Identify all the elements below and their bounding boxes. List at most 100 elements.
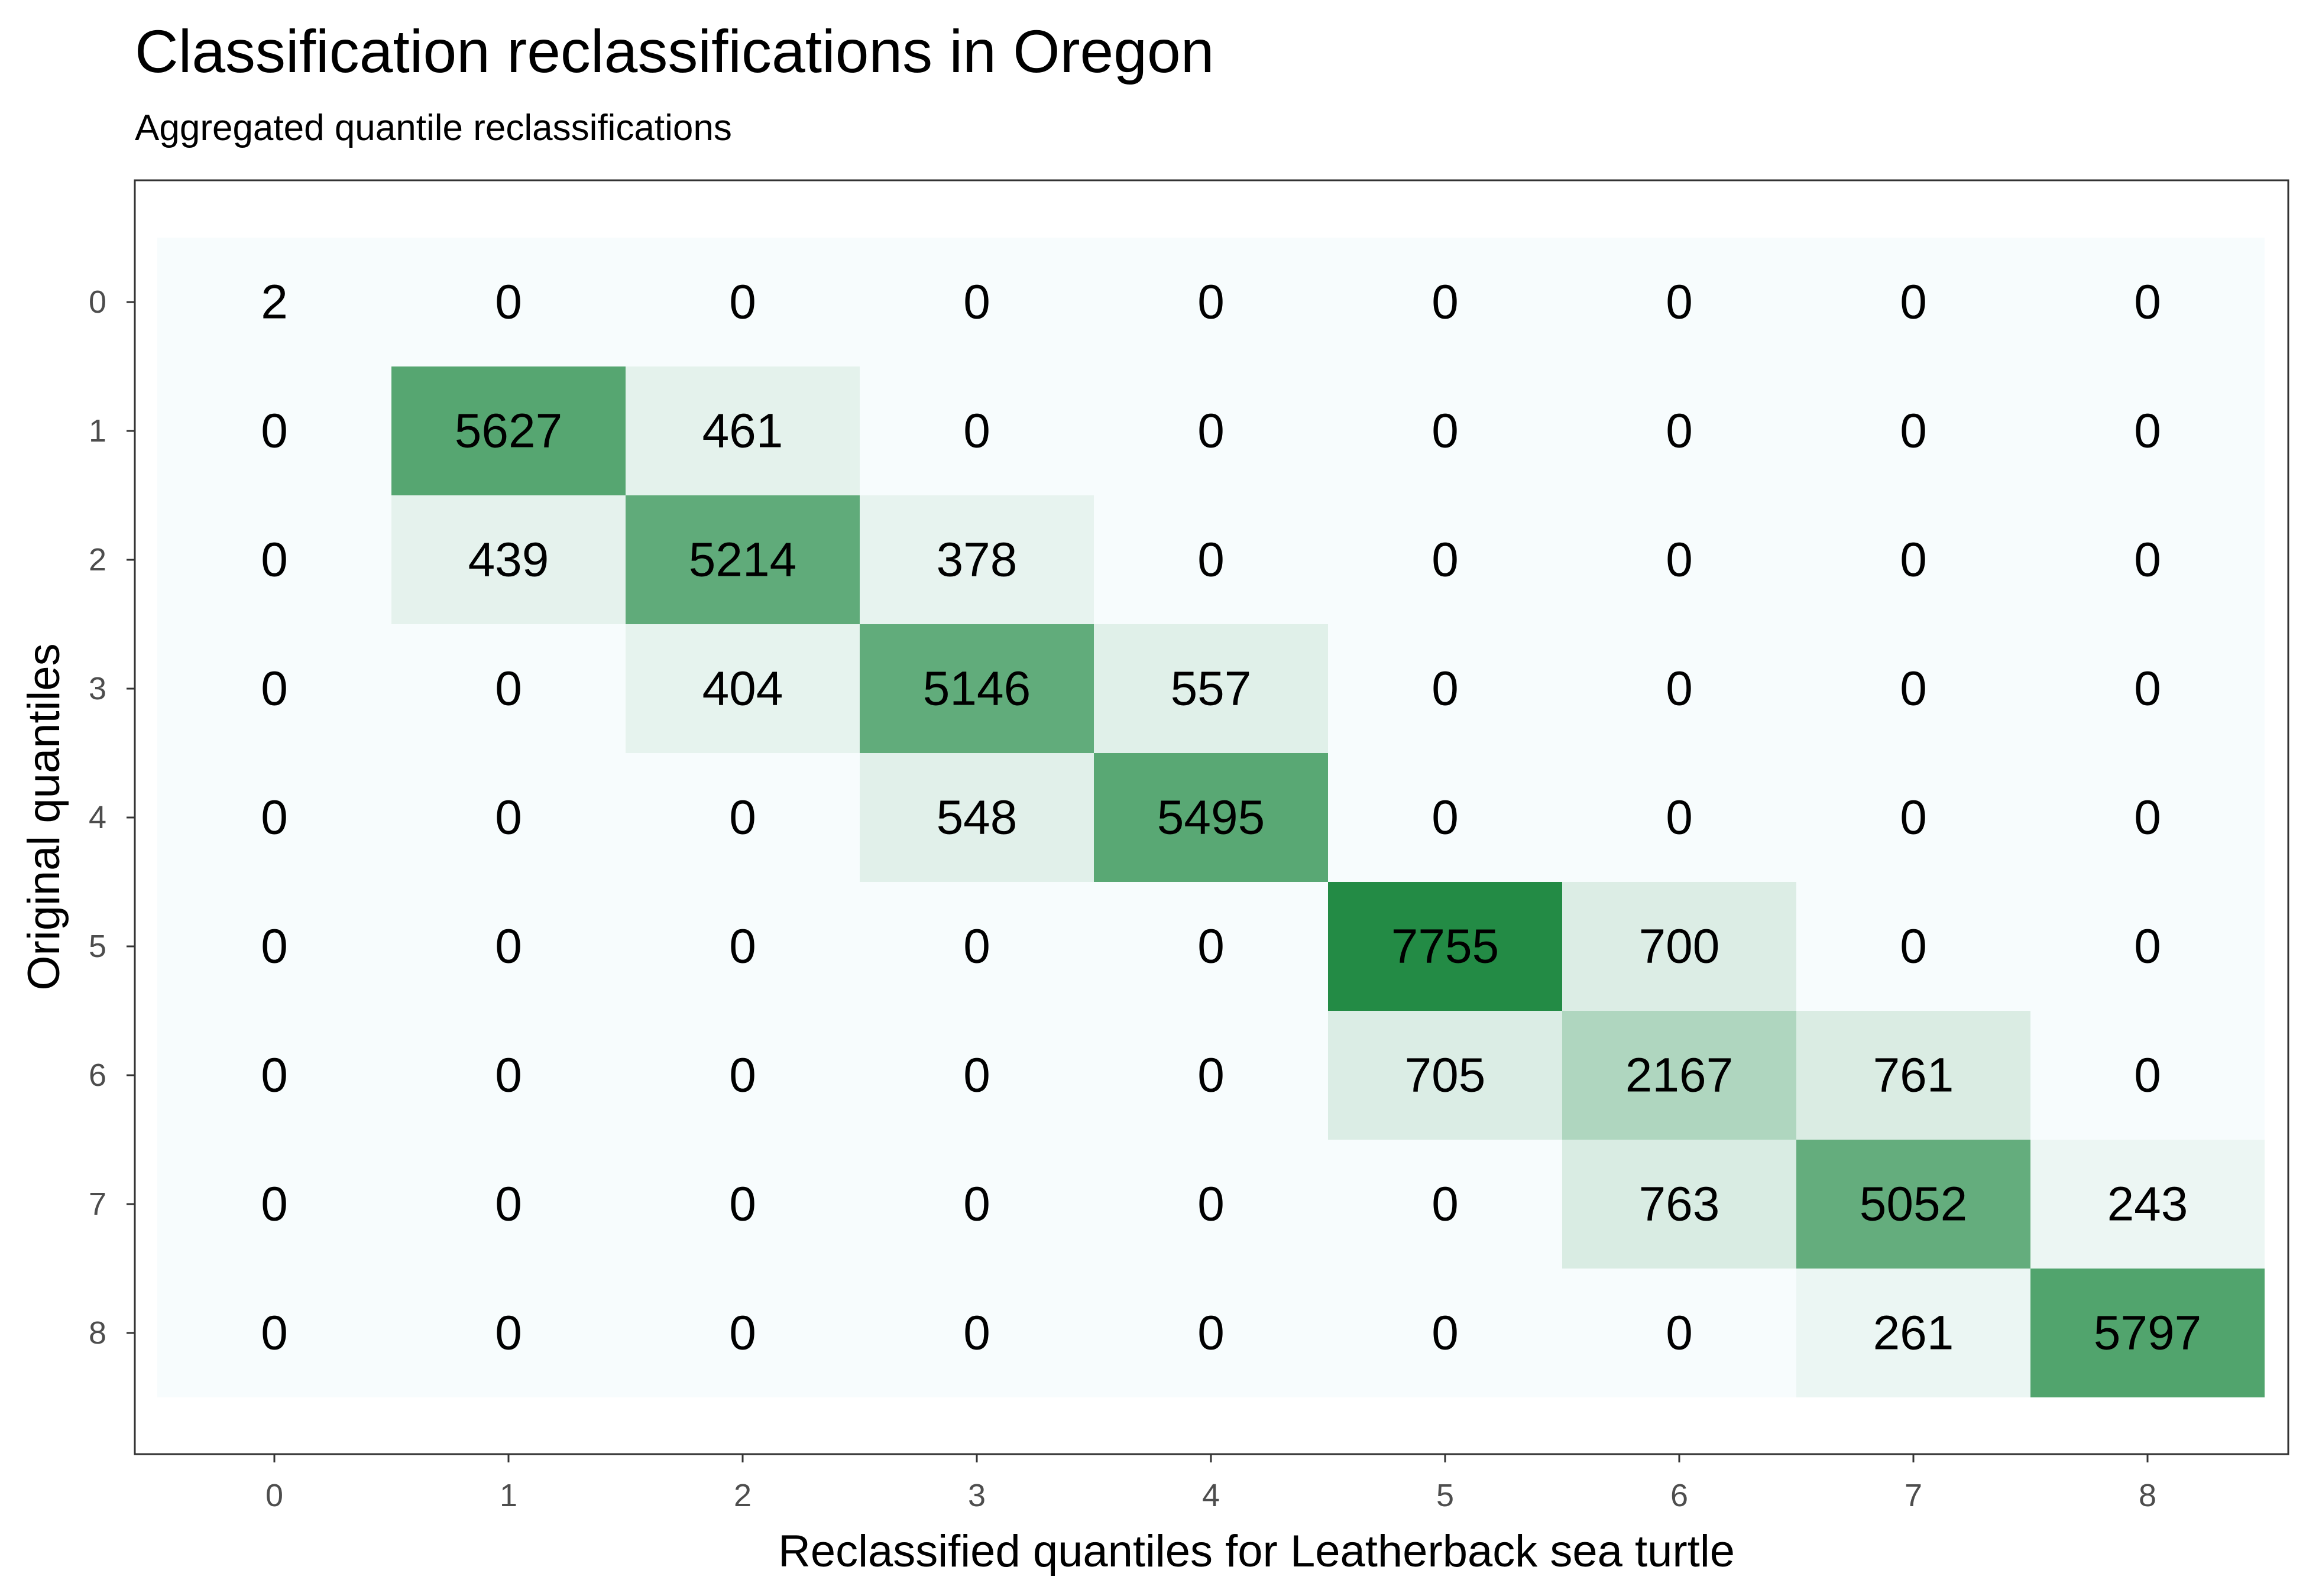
cell-value-label: 0 bbox=[495, 920, 522, 974]
heatmap-cell-r6-c2 bbox=[626, 1011, 860, 1140]
cell-value-label: 0 bbox=[1900, 533, 1927, 587]
cell-value-label: 0 bbox=[963, 1306, 990, 1360]
cell-value-label: 404 bbox=[702, 662, 783, 716]
y-axis-ticks: 0 1 2 3 4 5 6 7 8 bbox=[89, 284, 135, 1351]
cell-value-label: 5214 bbox=[689, 533, 796, 587]
heatmap-cell-r8-c8 bbox=[2030, 1269, 2265, 1397]
cell-value-label: 0 bbox=[261, 1306, 288, 1360]
cell-value-label: 0 bbox=[1900, 404, 1927, 458]
y-axis-title: Original quantiles bbox=[19, 643, 69, 990]
cell-value-label: 0 bbox=[729, 1177, 756, 1231]
heatmap-cell-r6-c1 bbox=[391, 1011, 626, 1140]
heatmap-cell-r7-c7 bbox=[1796, 1140, 2030, 1269]
heatmap-cell-r0-c5 bbox=[1328, 238, 1562, 366]
cell-value-label: 0 bbox=[963, 1177, 990, 1231]
cell-value-label: 0 bbox=[495, 1177, 522, 1231]
chart-title: Classification reclassifications in Oreg… bbox=[135, 18, 1214, 85]
cell-value-label: 0 bbox=[1197, 1177, 1225, 1231]
heatmap-cell-r5-c0 bbox=[157, 882, 391, 1011]
cell-value-label: 0 bbox=[963, 275, 990, 329]
x-tick-label: 0 bbox=[265, 1478, 283, 1513]
heatmap-cell-r5-c6 bbox=[1562, 882, 1796, 1011]
cell-value-label: 0 bbox=[1197, 920, 1225, 974]
cell-value-label: 0 bbox=[261, 920, 288, 974]
heatmap-cell-r6-c7 bbox=[1796, 1011, 2030, 1140]
x-tick-label: 6 bbox=[1670, 1478, 1688, 1513]
heatmap-cell-r4-c1 bbox=[391, 753, 626, 882]
cell-value-label: 0 bbox=[495, 662, 522, 716]
heatmap-cell-r5-c8 bbox=[2030, 882, 2265, 1011]
cell-value-label: 548 bbox=[937, 791, 1018, 845]
cell-value-label: 0 bbox=[2134, 1049, 2161, 1102]
heatmap-cell-r3-c6 bbox=[1562, 624, 1796, 753]
heatmap-cell-r5-c7 bbox=[1796, 882, 2030, 1011]
heatmap-cell-r7-c6 bbox=[1562, 1140, 1796, 1269]
y-tick-label: 2 bbox=[89, 542, 106, 578]
cell-value-label: 0 bbox=[1431, 1306, 1459, 1360]
heatmap-cell-r3-c1 bbox=[391, 624, 626, 753]
cell-value-label: 0 bbox=[261, 662, 288, 716]
cell-value-label: 0 bbox=[1666, 791, 1693, 845]
cell-value-label: 7755 bbox=[1391, 920, 1499, 974]
heatmap-cell-r1-c8 bbox=[2030, 366, 2265, 495]
heatmap-cell-labels: 2 0 0 0 0 0 0 0 0 0 5627 461 0 0 0 0 0 0 0 439 5214 378 0 0 0 0 0 0… bbox=[261, 275, 2201, 1360]
cell-value-label: 0 bbox=[1197, 1306, 1225, 1360]
x-tick-label: 8 bbox=[2139, 1478, 2156, 1513]
cell-value-label: 761 bbox=[1873, 1049, 1954, 1102]
heatmap-cell-r1-c6 bbox=[1562, 366, 1796, 495]
heatmap-cell-r8-c0 bbox=[157, 1269, 391, 1397]
y-tick-label: 6 bbox=[89, 1057, 106, 1093]
heatmap-cell-r3-c3 bbox=[860, 624, 1094, 753]
heatmap-cell-r0-c3 bbox=[860, 238, 1094, 366]
heatmap-cell-r5-c5 bbox=[1328, 882, 1562, 1011]
heatmap-cells bbox=[157, 238, 2265, 1397]
y-tick-label: 3 bbox=[89, 671, 106, 706]
y-tick-label: 4 bbox=[89, 800, 106, 835]
heatmap-cell-r3-c7 bbox=[1796, 624, 2030, 753]
cell-value-label: 0 bbox=[1197, 1049, 1225, 1102]
heatmap-cell-r7-c2 bbox=[626, 1140, 860, 1269]
cell-value-label: 0 bbox=[495, 1306, 522, 1360]
x-tick-label: 4 bbox=[1202, 1478, 1220, 1513]
cell-value-label: 0 bbox=[2134, 404, 2161, 458]
cell-value-label: 439 bbox=[468, 533, 549, 587]
cell-value-label: 0 bbox=[1900, 920, 1927, 974]
y-tick-label: 5 bbox=[89, 929, 106, 964]
cell-value-label: 763 bbox=[1639, 1177, 1720, 1231]
heatmap-cell-r7-c5 bbox=[1328, 1140, 1562, 1269]
x-tick-label: 3 bbox=[968, 1478, 986, 1513]
cell-value-label: 0 bbox=[1666, 275, 1693, 329]
cell-value-label: 5052 bbox=[1860, 1177, 1967, 1231]
heatmap-cell-r1-c4 bbox=[1094, 366, 1328, 495]
heatmap-cell-r8-c2 bbox=[626, 1269, 860, 1397]
heatmap-cell-r5-c4 bbox=[1094, 882, 1328, 1011]
heatmap-cell-r2-c7 bbox=[1796, 495, 2030, 624]
heatmap-cell-r6-c4 bbox=[1094, 1011, 1328, 1140]
heatmap-cell-r3-c4 bbox=[1094, 624, 1328, 753]
cell-value-label: 557 bbox=[1171, 662, 1252, 716]
x-tick-label: 5 bbox=[1436, 1478, 1454, 1513]
heatmap-cell-r8-c1 bbox=[391, 1269, 626, 1397]
cell-value-label: 0 bbox=[1900, 662, 1927, 716]
heatmap-cell-r3-c5 bbox=[1328, 624, 1562, 753]
heatmap-cell-r6-c8 bbox=[2030, 1011, 2265, 1140]
cell-value-label: 0 bbox=[1197, 404, 1225, 458]
cell-value-label: 0 bbox=[729, 275, 756, 329]
y-tick-label: 7 bbox=[89, 1186, 106, 1222]
cell-value-label: 0 bbox=[1431, 791, 1459, 845]
heatmap-cell-r0-c7 bbox=[1796, 238, 2030, 366]
heatmap-cell-r4-c3 bbox=[860, 753, 1094, 882]
heatmap-cell-r1-c5 bbox=[1328, 366, 1562, 495]
cell-value-label: 0 bbox=[2134, 920, 2161, 974]
cell-value-label: 0 bbox=[495, 791, 522, 845]
heatmap-cell-r8-c6 bbox=[1562, 1269, 1796, 1397]
heatmap-cell-r8-c5 bbox=[1328, 1269, 1562, 1397]
heatmap-cell-r8-c3 bbox=[860, 1269, 1094, 1397]
cell-value-label: 0 bbox=[1431, 404, 1459, 458]
x-axis-title: Reclassified quantiles for Leatherback s… bbox=[778, 1526, 1735, 1576]
cell-value-label: 0 bbox=[729, 920, 756, 974]
heatmap-cell-r6-c3 bbox=[860, 1011, 1094, 1140]
x-tick-label: 7 bbox=[1905, 1478, 1922, 1513]
heatmap-cell-r2-c3 bbox=[860, 495, 1094, 624]
